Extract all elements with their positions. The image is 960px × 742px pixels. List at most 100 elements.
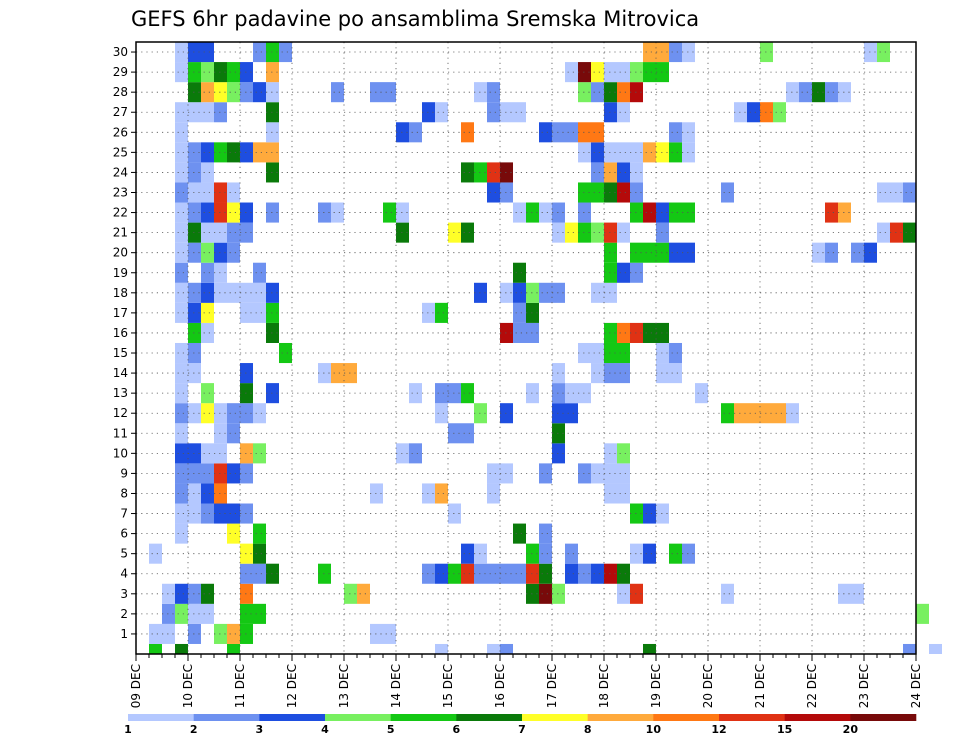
heatmap-cell [630, 322, 643, 343]
y-tick-label: 30 [113, 45, 128, 59]
heatmap-cell [500, 322, 513, 343]
heatmap-cell [175, 463, 188, 484]
heatmap-cell [903, 222, 916, 243]
y-tick-label: 4 [120, 567, 128, 581]
heatmap-cell [266, 202, 279, 223]
y-tick-label: 6 [120, 527, 128, 541]
heatmap-cell [851, 583, 864, 604]
y-tick-label: 10 [113, 446, 128, 460]
heatmap-cell [188, 342, 201, 364]
heatmap-cell [188, 102, 201, 123]
heatmap-cell [266, 62, 279, 83]
heatmap-cell [201, 483, 214, 504]
heatmap-cell [487, 162, 500, 183]
heatmap-cell [383, 202, 396, 223]
heatmap-cell [175, 242, 188, 263]
heatmap-cell [175, 443, 188, 464]
heatmap-cell [266, 383, 279, 404]
heatmap-cell [760, 403, 773, 424]
heatmap-cell [929, 643, 942, 654]
y-tick-label: 26 [113, 125, 128, 139]
heatmap-cell [227, 503, 240, 524]
heatmap-cell [201, 603, 214, 624]
x-tick-label: 15 DEC [441, 664, 455, 708]
heatmap-cell [656, 62, 669, 83]
heatmap-cell [253, 443, 266, 464]
heatmap-cell [552, 122, 565, 143]
heatmap-cell [279, 342, 292, 364]
heatmap-cell [617, 563, 630, 584]
heatmap-cell [383, 623, 396, 644]
heatmap-cell [643, 322, 656, 343]
heatmap-cell [266, 302, 279, 323]
heatmap-cell [669, 543, 682, 564]
heatmap-cell [500, 643, 513, 654]
heatmap-cell [188, 503, 201, 524]
x-tick-label: 12 DEC [285, 664, 299, 708]
heatmap-cell [617, 583, 630, 604]
heatmap-cell [604, 142, 617, 163]
heatmap-cell [656, 42, 669, 63]
heatmap-cell [227, 643, 240, 654]
heatmap-cell [214, 443, 227, 464]
x-tick-label: 21 DEC [753, 664, 767, 708]
x-tick-label: 17 DEC [545, 664, 559, 708]
heatmap-cell [656, 142, 669, 163]
heatmap-cell [149, 643, 162, 654]
heatmap-cell [175, 363, 188, 384]
y-tick-label: 22 [113, 206, 128, 220]
heatmap-cell [188, 623, 201, 644]
heatmap-cell [552, 403, 565, 424]
heatmap-cell [669, 42, 682, 63]
heatmap-cell [175, 503, 188, 524]
heatmap-cell [448, 222, 461, 243]
legend-label: 10 [646, 723, 662, 736]
heatmap-cell [253, 302, 266, 323]
heatmap-cell [669, 202, 682, 223]
x-tick-label: 22 DEC [805, 664, 819, 708]
heatmap-cell [240, 302, 253, 323]
heatmap-cell [188, 42, 201, 63]
heatmap-cell [240, 443, 253, 464]
heatmap-cell [656, 363, 669, 384]
heatmap-cell [552, 363, 565, 384]
heatmap-cell [188, 142, 201, 163]
heatmap-cell [409, 443, 422, 464]
heatmap-cell [188, 82, 201, 103]
y-tick-label: 29 [113, 65, 128, 79]
y-tick-label: 9 [120, 466, 128, 480]
heatmap-cell [188, 463, 201, 484]
heatmap-cell [188, 363, 201, 384]
heatmap-cell [253, 42, 266, 63]
heatmap-cell [162, 583, 175, 604]
heatmap-cell [474, 403, 487, 424]
legend-swatch [587, 714, 654, 721]
x-tick-label: 10 DEC [181, 664, 195, 708]
heatmap-cell [591, 463, 604, 484]
y-tick-label: 23 [113, 185, 128, 199]
y-axis: 1234567891011121314151617181920212223242… [113, 45, 136, 641]
gridlines [136, 42, 916, 654]
heatmap-cell [604, 62, 617, 83]
heatmap-cell [188, 162, 201, 183]
heatmap-cell [617, 443, 630, 464]
heatmap-cell [188, 483, 201, 504]
heatmap-cell [591, 142, 604, 163]
heatmap-cell [214, 82, 227, 103]
chart-title: GEFS 6hr padavine po ansamblima Sremska … [131, 7, 699, 31]
heatmap-cell [435, 643, 448, 654]
heatmap-cell [201, 182, 214, 203]
legend-swatch [784, 714, 851, 721]
heatmap-cell [188, 583, 201, 604]
heatmap-cell [474, 282, 487, 303]
heatmap-cell [682, 242, 695, 263]
heatmap-cell [240, 62, 253, 83]
heatmap-cell [240, 583, 253, 604]
x-tick-label: 14 DEC [389, 664, 403, 708]
heatmap-cell [201, 102, 214, 123]
y-tick-label: 14 [113, 366, 128, 380]
heatmap-cell [240, 463, 253, 484]
heatmap-cell [461, 222, 474, 243]
y-tick-label: 27 [113, 105, 128, 119]
heatmap-cell [487, 643, 500, 654]
